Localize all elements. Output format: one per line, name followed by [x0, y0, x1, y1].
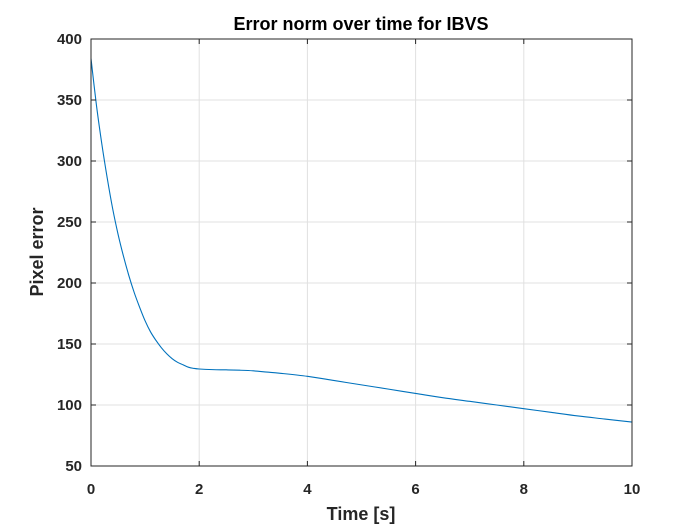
series-layer	[90, 58, 633, 423]
x-tick-label: 0	[87, 481, 95, 498]
y-tick-label: 150	[57, 336, 82, 353]
tick-marks	[90, 38, 633, 467]
x-tick-label: 4	[303, 481, 312, 498]
series-line-pixel-error	[90, 58, 633, 423]
x-tick-label: 10	[624, 481, 641, 498]
x-tick-label: 2	[195, 481, 203, 498]
y-axis-label: Pixel error	[27, 207, 47, 296]
y-tick-label: 200	[57, 275, 82, 292]
y-tick-label: 50	[65, 458, 82, 475]
y-tick-label: 100	[57, 397, 82, 414]
y-tick-label: 300	[57, 153, 82, 170]
y-tick-label: 400	[57, 31, 82, 48]
x-tick-label: 6	[411, 481, 419, 498]
x-tick-label: 8	[520, 481, 528, 498]
y-tick-label: 250	[57, 214, 82, 231]
axes-box	[90, 38, 633, 467]
x-axis-label: Time [s]	[327, 504, 396, 524]
y-tick-label: 350	[57, 92, 82, 109]
chart-title: Error norm over time for IBVS	[233, 14, 488, 34]
plot-area	[91, 39, 632, 466]
tick-labels: 0 2 4 6 8 10 50 100 150 200 250 300 350 400	[57, 31, 640, 498]
